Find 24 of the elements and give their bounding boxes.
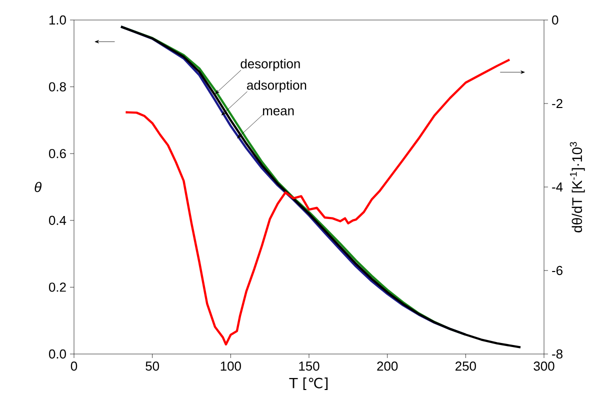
x-tick-label: 100 bbox=[220, 362, 241, 371]
x-tick-label: 0 bbox=[70, 362, 78, 371]
x-tick-label: 250 bbox=[456, 362, 476, 371]
x-tick-label: 300 bbox=[534, 362, 554, 371]
x-tick-label: 200 bbox=[377, 362, 398, 371]
y2-tick-label: -4 bbox=[552, 182, 563, 192]
x-axis-title: T [℃] bbox=[289, 378, 328, 390]
y2-axis-title: dθ/dT [K$^{-1}$]·10$^{3}$ bbox=[570, 142, 585, 232]
x-tick-label: 50 bbox=[146, 362, 160, 371]
y2-tick-label: 0 bbox=[552, 15, 558, 25]
y-tick-label: 0.8 bbox=[48, 82, 66, 92]
y-tick-label: 0.4 bbox=[48, 216, 66, 225]
annotation: desorption bbox=[240, 58, 300, 71]
annotation: adsorption bbox=[247, 80, 306, 92]
y-tick-label: 0.0 bbox=[48, 349, 66, 359]
y2-tick-label: -6 bbox=[552, 266, 562, 276]
y-tick-label: 1.0 bbox=[49, 15, 66, 25]
y2-tick-label: -2 bbox=[552, 98, 562, 108]
x-tick-label: 150 bbox=[299, 362, 320, 371]
y-axis-title: θ bbox=[34, 182, 42, 192]
y-tick-label: 0.2 bbox=[48, 282, 66, 292]
y-tick-label: 0.6 bbox=[48, 149, 66, 158]
y2-tick-label: -8 bbox=[552, 349, 562, 359]
annotation: mean bbox=[262, 108, 294, 116]
